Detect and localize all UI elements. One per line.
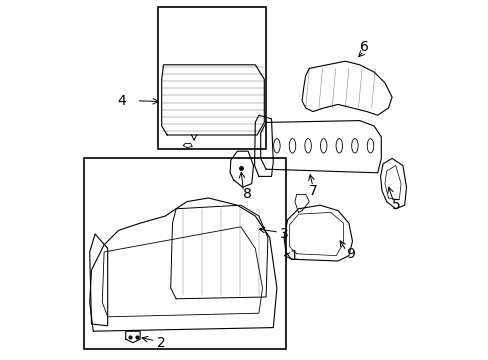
Text: 3: 3 <box>279 227 288 241</box>
Text: 1: 1 <box>289 249 298 262</box>
Text: 7: 7 <box>308 184 317 198</box>
Text: 6: 6 <box>359 40 367 54</box>
Text: 4: 4 <box>117 94 125 108</box>
Text: 8: 8 <box>242 188 251 201</box>
Text: 9: 9 <box>346 247 354 261</box>
Text: 2: 2 <box>156 336 165 350</box>
Text: 5: 5 <box>391 198 400 212</box>
Bar <box>158 7 265 149</box>
Bar <box>84 158 285 349</box>
